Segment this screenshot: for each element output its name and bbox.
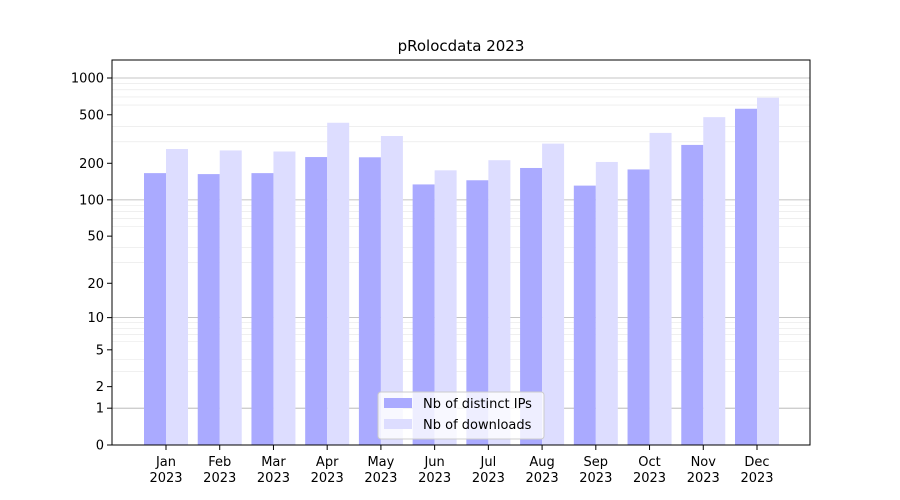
bar-distinct-ips [735,108,757,446]
x-tick-label: Jul 2023 [472,455,505,486]
y-tick-label: 20 [87,277,104,292]
bar-downloads [380,135,403,446]
bar-downloads [327,122,350,445]
bar-downloads [434,170,457,445]
bar-distinct-ips [305,157,328,445]
x-tick-label: Jun 2023 [418,455,451,486]
bar-distinct-ips [681,144,704,445]
bars [144,97,779,446]
bar-distinct-ips [144,173,166,446]
plot-frame [111,59,811,446]
x-tick-label: Apr 2023 [311,455,344,486]
x-tick-label: Dec 2023 [740,455,773,486]
x-tick-label: May 2023 [364,455,397,486]
y-tick-label: 100 [79,193,104,208]
x-axis: Jan 2023 Feb 2023 Mar 2023 Apr 2023 May 2023 Jun 20… [149,445,774,486]
y-tick-label: 0 [96,439,104,454]
bar-downloads [595,161,618,446]
x-tick-label: Sep 2023 [579,455,612,486]
bar-distinct-ips [573,185,596,445]
legend-box [377,391,545,440]
legend-label-downloads: Nb of downloads [423,418,532,433]
bar-downloads [219,150,242,445]
x-tick-label: Nov 2023 [687,455,720,486]
legend-swatch-distinct-ips [384,398,412,408]
bar-distinct-ips [412,184,435,445]
x-tick-label: Jan 2023 [149,455,182,486]
legend-label-distinct-ips: Nb of distinct IPs [423,397,532,412]
x-tick-label: Feb 2023 [203,455,236,486]
chart-title: pRolocdata 2023 [398,37,525,55]
y-tick-label: 500 [79,108,104,123]
y-tick-label: 5 [96,343,104,358]
y-tick-label: 50 [87,230,104,245]
bar-distinct-ips [358,157,381,445]
bar-downloads [542,143,565,445]
x-tick-label: Aug 2023 [526,455,559,486]
y-tick-label: 1 [96,402,104,417]
bar-distinct-ips [520,167,543,446]
bar-distinct-ips [197,174,220,445]
bar-downloads [273,151,296,445]
bar-distinct-ips [627,169,650,445]
bar-downloads [703,117,726,445]
bar-downloads [649,132,672,445]
bar-downloads [488,160,511,446]
bar-downloads [166,149,188,445]
y-tick-label: 10 [87,311,104,326]
legend: Nb of distinct IPs Nb of downloads [377,391,545,440]
bar-distinct-ips [466,180,489,445]
y-axis: 0 1 2 5 10 20 50 100 200 500 1000 [71,72,112,454]
bar-distinct-ips [251,173,274,446]
y-tick-label: 200 [79,157,104,172]
legend-swatch-downloads [384,419,412,429]
bar-downloads [757,97,779,445]
y-tick-label: 1000 [71,72,104,87]
y-tick-label: 2 [96,380,104,395]
x-tick-label: Mar 2023 [257,455,290,486]
x-tick-label: Oct 2023 [633,455,666,486]
